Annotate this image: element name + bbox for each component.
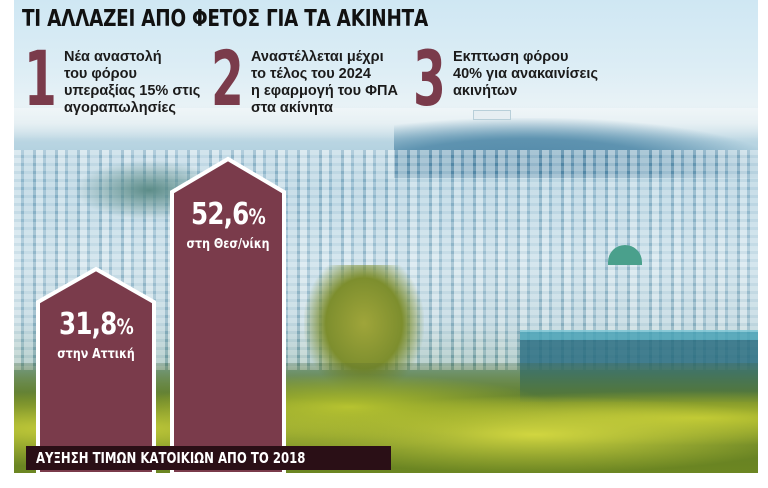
- bar-thessaloniki: 52,6% στη Θεσ/νίκη: [170, 156, 286, 476]
- point-text: Νέα αναστολή του φόρου υπεραξίας 15% στι…: [64, 49, 201, 116]
- acropolis-hill: [394, 118, 758, 178]
- point-text: Εκπτωση φόρου 40% για ανακαινίσεις ακινή…: [453, 49, 598, 99]
- point-2: 2 Αναστέλλεται μέχρι το τέλος του 2024 η…: [211, 34, 398, 123]
- bar-label: στη Θεσ/νίκη: [186, 237, 270, 252]
- bar-attica: 31,8% στην Αττική: [36, 266, 156, 476]
- bar-value: 52,6%: [191, 197, 266, 232]
- bar-value: 31,8%: [59, 307, 134, 342]
- point-text: Αναστέλλεται μέχρι το τέλος του 2024 η ε…: [251, 49, 398, 116]
- point-number: 3: [413, 34, 446, 123]
- point-1: 1 Νέα αναστολή του φόρου υπεραξίας 15% σ…: [24, 34, 201, 123]
- church-dome: [608, 245, 642, 265]
- point-number: 1: [24, 34, 57, 123]
- page-title: ΤΙ ΑΛΛΑΖΕΙ ΑΠΟ ΦΕΤΟΣ ΓΙΑ ΤΑ ΑΚΙΝΗΤΑ: [22, 6, 428, 32]
- caption-text: ΑΥΞΗΣΗ ΤΙΜΩΝ ΚΑΤΟΙΚΙΩΝ ΑΠΟ ΤΟ 2018: [36, 449, 306, 467]
- chart-caption: ΑΥΞΗΣΗ ΤΙΜΩΝ ΚΑΤΟΙΚΙΩΝ ΑΠΟ ΤΟ 2018: [26, 446, 392, 470]
- point-3: 3 Εκπτωση φόρου 40% για ανακαινίσεις ακι…: [413, 34, 598, 123]
- house-shape-icon: [36, 266, 156, 476]
- parthenon: [474, 111, 510, 119]
- bar-label: στην Αττική: [57, 347, 135, 362]
- point-number: 2: [211, 34, 244, 123]
- house-shape-icon: [170, 156, 286, 476]
